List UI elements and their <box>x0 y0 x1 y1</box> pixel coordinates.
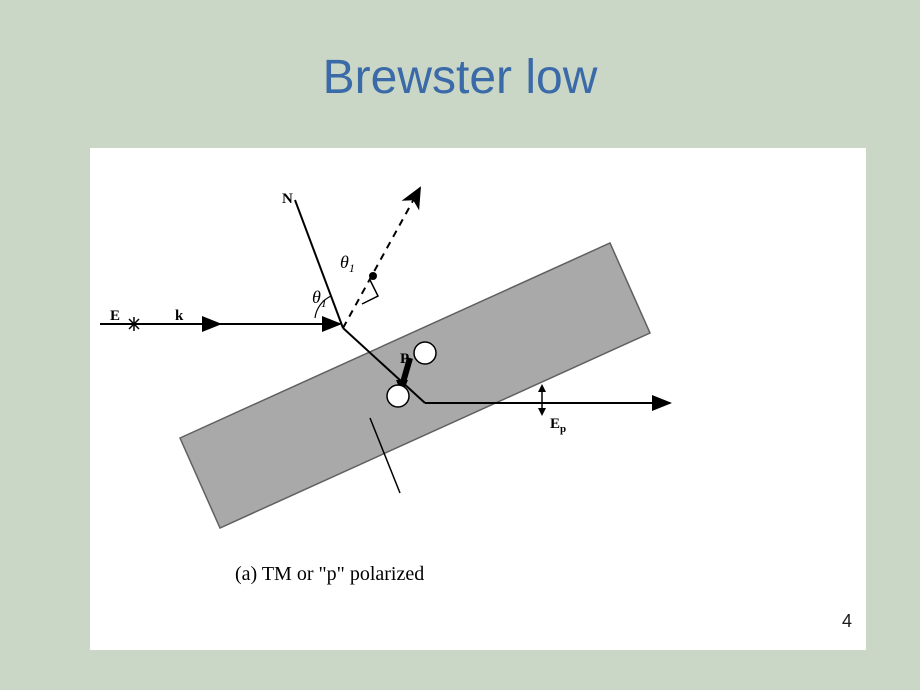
perpendicular-mark <box>362 280 378 304</box>
dielectric-slab <box>180 243 650 528</box>
dipole-bottom <box>387 385 409 407</box>
dipole-top <box>414 342 436 364</box>
brewster-diagram: E k N P θ1 θ1 Ep <box>90 148 866 650</box>
label-theta1-b: θ1 <box>312 287 327 310</box>
label-Ep: Ep <box>550 416 566 435</box>
label-P: P <box>400 351 409 367</box>
field-dot <box>369 272 377 280</box>
page-title: Brewster low <box>0 0 920 105</box>
e-field-marker <box>127 317 141 331</box>
figure-caption: (a) TM or "p" polarized <box>235 563 424 586</box>
page-number: 4 <box>842 611 852 632</box>
label-E: E <box>110 308 120 324</box>
label-k: k <box>175 308 184 324</box>
label-N: N <box>282 191 293 207</box>
ep-polarization-arrow <box>538 384 546 416</box>
label-theta1-a: θ1 <box>340 252 355 275</box>
figure-container: E k N P θ1 θ1 Ep (a) TM or "p" polarized <box>90 148 866 650</box>
normal-line <box>295 200 343 328</box>
reflected-ray <box>343 188 420 328</box>
